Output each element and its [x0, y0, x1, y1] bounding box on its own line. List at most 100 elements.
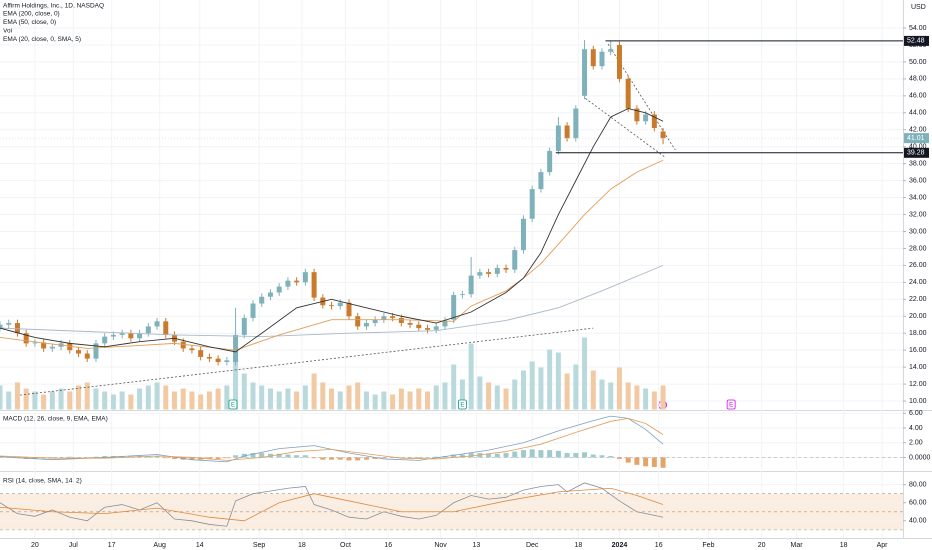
candle-body [267, 292, 273, 297]
candle-body [398, 317, 404, 324]
histogram-bar [651, 457, 657, 468]
volume-bar [128, 394, 134, 410]
y-tick-label: 14.00 [909, 364, 927, 371]
histogram-bar [294, 455, 300, 458]
candle-body [180, 341, 186, 349]
y-tick-label: 18.00 [909, 330, 927, 337]
volume-bar [503, 388, 509, 410]
histogram-bar [58, 457, 64, 458]
volume-bar [660, 385, 666, 410]
y-tick-label: 6.00 [909, 410, 923, 417]
volume-bar [433, 385, 439, 410]
y-tick-label: 46.00 [909, 93, 927, 100]
volume-bar [337, 391, 343, 410]
candle-body [494, 267, 500, 274]
histogram-bar [224, 457, 230, 459]
candle-body [67, 343, 73, 351]
volume-bar [233, 349, 239, 410]
candle-body [608, 49, 614, 52]
volume-bar [407, 391, 413, 410]
histogram-bar [189, 457, 195, 460]
event-box [726, 399, 736, 410]
histogram-bar [564, 453, 570, 458]
y-tick-label: 38.00 [909, 160, 927, 167]
y-tick-label: 10.00 [909, 398, 927, 405]
histogram-bar [425, 457, 431, 458]
candle-body [599, 51, 605, 67]
histogram-bar [171, 457, 177, 459]
event-box [228, 399, 238, 410]
price-label-box [904, 147, 929, 158]
candle-body [137, 333, 143, 339]
trendline [20, 327, 594, 396]
candle-body [486, 272, 492, 274]
candle-body [224, 360, 230, 363]
candle-body [206, 356, 212, 359]
candle-body [93, 343, 99, 359]
candle-body [634, 108, 640, 122]
volume-bar [171, 391, 177, 410]
histogram-bar [529, 449, 535, 458]
legend-entry: EMA (200, close, 0) [3, 11, 60, 18]
volume-bar [102, 391, 108, 410]
candle-body [276, 286, 282, 293]
volume-bar [49, 391, 55, 410]
candle-body [189, 348, 195, 351]
x-tick-label: 18 [840, 542, 848, 549]
histogram-bar [407, 457, 413, 459]
volume-bar [267, 388, 273, 410]
candle-body [512, 250, 518, 270]
histogram-bar [355, 457, 361, 461]
volume-bar [6, 391, 12, 410]
event-label: E [231, 403, 235, 409]
y-tick-label: 20.00 [909, 313, 927, 320]
x-tick-label: 20 [31, 542, 39, 549]
histogram-bar [416, 457, 422, 459]
candle-body [285, 280, 291, 287]
candle-body [451, 295, 457, 320]
volume-bar [329, 388, 335, 410]
histogram-bar [154, 455, 160, 458]
volume-bar [416, 388, 422, 410]
volume-bar [41, 394, 47, 410]
volume-bar [634, 385, 640, 410]
x-tick-label: 13 [472, 542, 480, 549]
volume-bar [189, 391, 195, 410]
x-tick-label: Jul [69, 542, 78, 549]
candle-body [529, 189, 535, 219]
candle-body [582, 49, 588, 96]
volume-bar [390, 394, 396, 410]
volume-bar [381, 391, 387, 410]
volume-bar [582, 337, 588, 410]
candle-body [154, 321, 160, 327]
volume-bar [477, 376, 483, 410]
candle-body [616, 44, 622, 79]
candle-body [390, 316, 396, 318]
candle-body [363, 323, 369, 327]
histogram-bar [320, 457, 326, 460]
histogram-bar [215, 457, 221, 459]
volume-bar [206, 391, 212, 410]
candle-body [416, 324, 422, 329]
candle-body [23, 333, 29, 344]
candle-body [49, 346, 55, 349]
volume-bar [276, 391, 282, 410]
x-tick-label: Oct [340, 542, 351, 549]
candle-body [311, 272, 317, 298]
x-tick-label: 18 [298, 542, 306, 549]
candle-body [590, 49, 596, 67]
volume-bar [346, 385, 352, 410]
candle-body [643, 114, 649, 122]
price-label: 52.48 [907, 38, 925, 45]
volume-bar [320, 382, 326, 410]
volume-bar [14, 382, 20, 410]
y-tick-label: 4.00 [909, 425, 923, 432]
candle-body [573, 108, 579, 139]
trendline [585, 98, 666, 159]
histogram-bar [643, 457, 649, 467]
candle-body [407, 323, 413, 325]
candle-body [520, 218, 526, 251]
histogram-bar [276, 453, 282, 458]
candle-body [459, 294, 465, 296]
x-tick-label: 14 [196, 542, 204, 549]
